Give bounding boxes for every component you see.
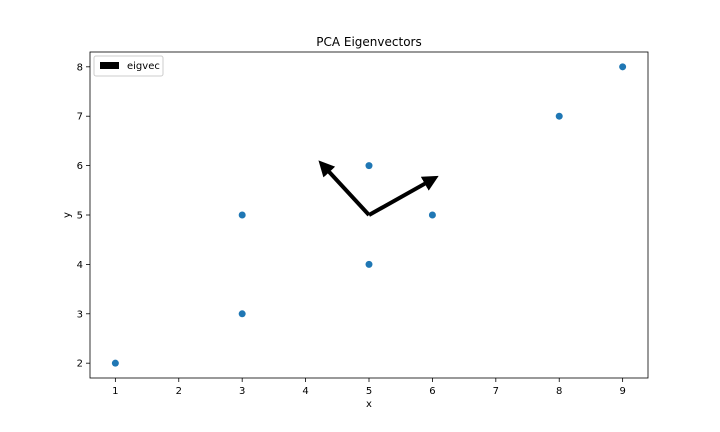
y-tick-label-3: 3 (77, 309, 83, 320)
y-tick-label-4: 4 (77, 260, 83, 271)
x-tick-label-6: 6 (429, 386, 435, 397)
x-tick-label-4: 4 (302, 386, 308, 397)
data-point-1 (111, 359, 119, 367)
y-tick-label-5: 5 (77, 211, 83, 222)
legend: eigvec (93, 55, 164, 77)
y-tick-label-2: 2 (77, 359, 83, 370)
data-point-4 (365, 260, 373, 268)
plot-area: 1 2 3 4 5 6 7 8 9 2 3 4 5 6 7 8 (77, 51, 649, 397)
x-tick-label-7: 7 (493, 386, 499, 397)
x-tick-label-2: 2 (176, 386, 182, 397)
axes-frame (89, 51, 649, 379)
x-tick-label-3: 3 (239, 386, 245, 397)
y-tick-label-6: 6 (77, 161, 83, 172)
legend-swatch-eigvec (100, 62, 119, 69)
data-point-8 (619, 63, 627, 71)
legend-label-eigvec: eigvec (127, 61, 160, 72)
y-tick-label-7: 7 (77, 112, 83, 123)
eigenvector-arrow-1 (368, 175, 439, 217)
x-tick-label-8: 8 (556, 386, 562, 397)
x-tick-label-1: 1 (112, 386, 118, 397)
x-axis-label: x (366, 399, 372, 410)
y-tick-label-8: 8 (77, 62, 83, 73)
data-point-7 (555, 112, 563, 120)
data-point-3 (238, 211, 246, 219)
data-point-5 (365, 162, 373, 170)
legend-box (93, 55, 164, 77)
chart-title: PCA Eigenvectors (316, 35, 421, 49)
x-tick-label-5: 5 (366, 386, 372, 397)
data-point-2 (238, 310, 246, 318)
x-tick-label-9: 9 (619, 386, 625, 397)
eigenvector-arrow-2 (318, 160, 371, 217)
y-axis-label: y (62, 212, 73, 218)
data-point-6 (428, 211, 436, 219)
